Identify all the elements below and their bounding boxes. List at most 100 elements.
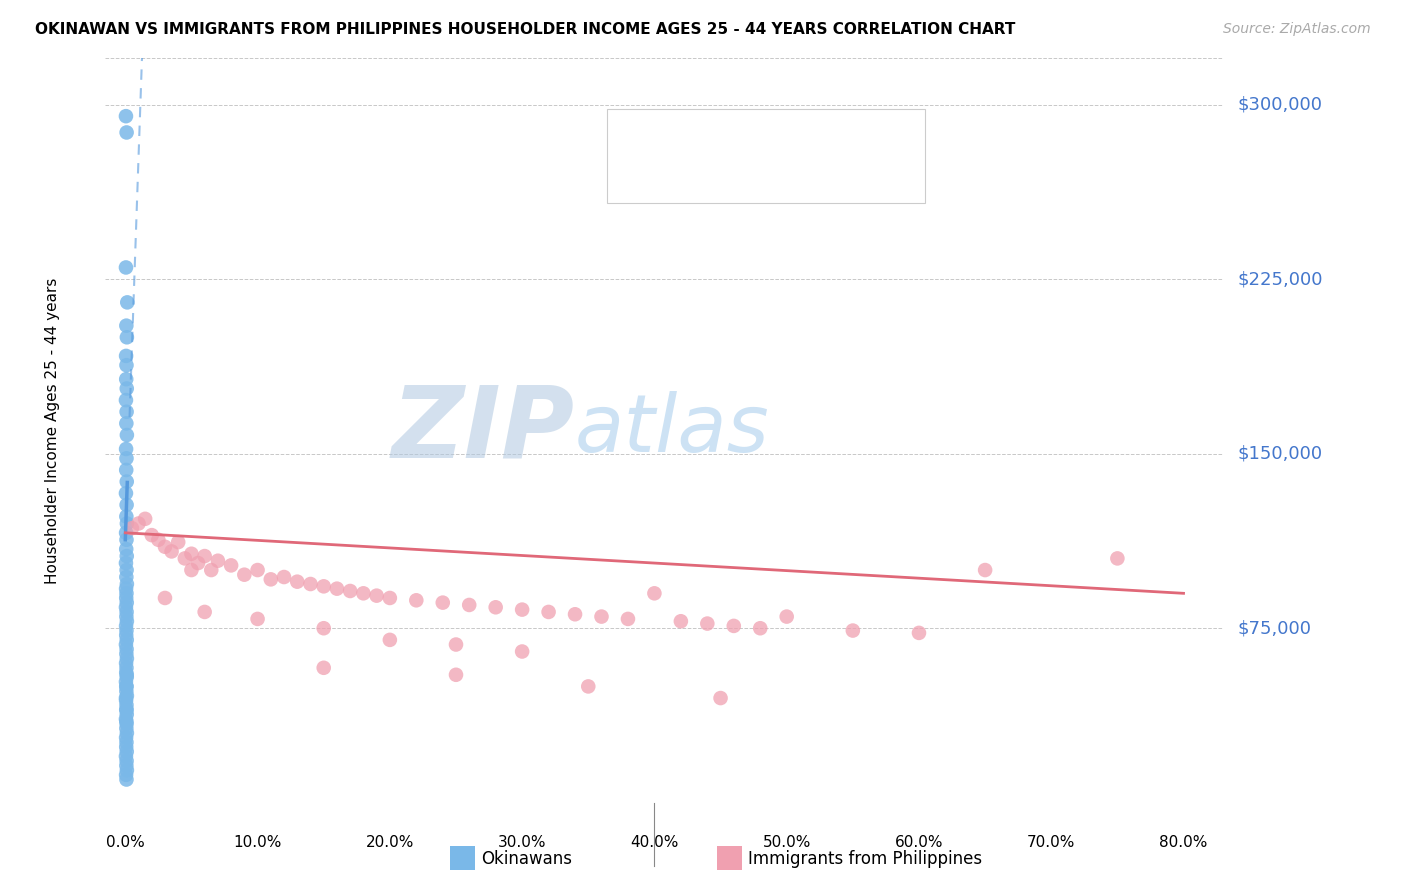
Point <box>115 542 138 557</box>
Point <box>115 768 138 782</box>
Point <box>458 598 481 612</box>
Point <box>115 619 138 633</box>
Point <box>115 605 138 619</box>
Point <box>115 372 138 386</box>
Point <box>115 586 138 600</box>
Point <box>115 667 138 681</box>
Point <box>115 691 138 706</box>
Point <box>115 486 138 500</box>
Point <box>115 647 138 661</box>
Point <box>115 533 138 547</box>
Point <box>115 680 138 694</box>
Point <box>115 689 138 703</box>
Point <box>115 358 138 372</box>
Point <box>115 754 138 768</box>
Point <box>233 567 256 582</box>
Point <box>115 109 138 123</box>
Text: 40.0%: 40.0% <box>630 836 679 850</box>
Point <box>115 451 138 466</box>
Point <box>160 544 183 558</box>
Point <box>115 693 138 707</box>
Point <box>115 516 138 531</box>
Point <box>141 528 163 542</box>
Point <box>115 549 138 563</box>
Point <box>180 563 202 577</box>
Point <box>669 614 692 628</box>
Text: $75,000: $75,000 <box>1237 619 1312 637</box>
Point <box>115 442 138 456</box>
Point <box>696 616 718 631</box>
Point <box>115 556 138 570</box>
Point <box>485 600 508 615</box>
Point <box>117 295 139 310</box>
Point <box>908 626 931 640</box>
Text: 0.0%: 0.0% <box>105 836 145 850</box>
Point <box>115 680 138 694</box>
Point <box>128 516 150 531</box>
Point <box>749 621 772 635</box>
Point <box>115 628 138 642</box>
Point <box>207 554 229 568</box>
Point <box>200 563 222 577</box>
Point <box>115 726 138 740</box>
Point <box>115 661 138 675</box>
Text: 60.0%: 60.0% <box>894 836 943 850</box>
Point <box>352 586 374 600</box>
Point <box>312 661 335 675</box>
Point <box>285 574 308 589</box>
Point <box>121 521 143 535</box>
Point <box>167 535 190 549</box>
Point <box>709 691 731 706</box>
Point <box>326 582 349 596</box>
Point <box>115 591 138 605</box>
Point <box>510 644 533 658</box>
Text: 70.0%: 70.0% <box>1026 836 1076 850</box>
Point <box>974 563 997 577</box>
Point <box>366 589 388 603</box>
Point <box>617 612 640 626</box>
Point <box>115 428 138 442</box>
Point <box>115 721 138 735</box>
Text: ZIP: ZIP <box>392 382 575 479</box>
Point <box>273 570 295 584</box>
Point <box>444 667 467 681</box>
Point <box>115 638 138 652</box>
Point <box>115 382 138 396</box>
Point <box>194 605 217 619</box>
Point <box>1107 551 1129 566</box>
Point <box>115 763 138 777</box>
Point <box>194 549 217 563</box>
Point <box>537 605 560 619</box>
Point <box>115 349 138 363</box>
Point <box>510 602 533 616</box>
Point <box>643 586 665 600</box>
Point <box>148 533 170 547</box>
Point <box>115 684 138 698</box>
Point <box>591 609 613 624</box>
Point <box>180 547 202 561</box>
Point <box>115 498 138 512</box>
Point <box>153 591 176 605</box>
Point <box>260 573 283 587</box>
Point <box>312 579 335 593</box>
Point <box>115 563 138 577</box>
Point <box>115 509 138 524</box>
Point <box>115 656 138 670</box>
Text: Okinawans: Okinawans <box>481 850 572 868</box>
Point <box>115 758 138 772</box>
Point <box>378 591 401 605</box>
Point <box>134 512 156 526</box>
Point <box>339 584 361 599</box>
Point <box>115 577 138 591</box>
Point <box>776 609 799 624</box>
Point <box>115 642 138 657</box>
Point <box>187 556 209 570</box>
Point <box>115 651 138 665</box>
Point <box>115 772 138 787</box>
Point <box>115 716 138 731</box>
Point <box>246 612 269 626</box>
Point <box>115 707 138 722</box>
Point <box>115 330 138 344</box>
Point <box>115 405 138 419</box>
Point <box>115 632 138 647</box>
